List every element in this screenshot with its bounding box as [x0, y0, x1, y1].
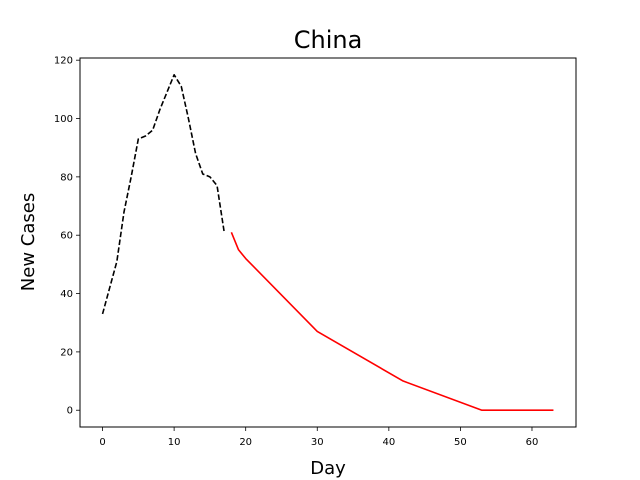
- y-axis-label: New Cases: [18, 193, 39, 291]
- chart-title: China: [294, 26, 363, 54]
- series-layer: [101, 73, 554, 412]
- y-tick-label: 20: [60, 347, 73, 358]
- x-tick-label: 0: [99, 437, 105, 448]
- series-line-1: [101, 73, 226, 315]
- y-tick-label: 0: [67, 406, 73, 417]
- y-tick-label: 100: [54, 114, 73, 125]
- x-tick-label: 50: [454, 437, 467, 448]
- x-axis-ticks: 0 10 20 30 40 50 60: [99, 427, 538, 448]
- x-tick-label: 40: [382, 437, 395, 448]
- y-tick-label: 40: [60, 289, 73, 300]
- x-tick-label: 10: [168, 437, 181, 448]
- plot-frame: [79, 57, 577, 428]
- y-tick-label: 120: [54, 56, 73, 67]
- y-tick-label: 80: [60, 172, 73, 183]
- y-axis-ticks: 0 20 40 60 80 100 120: [54, 56, 80, 417]
- x-tick-label: 30: [311, 437, 324, 448]
- x-axis-label: Day: [310, 458, 346, 479]
- x-tick-label: 20: [239, 437, 252, 448]
- series-line-2: [230, 231, 554, 412]
- y-tick-label: 60: [60, 231, 73, 242]
- x-tick-label: 60: [526, 437, 539, 448]
